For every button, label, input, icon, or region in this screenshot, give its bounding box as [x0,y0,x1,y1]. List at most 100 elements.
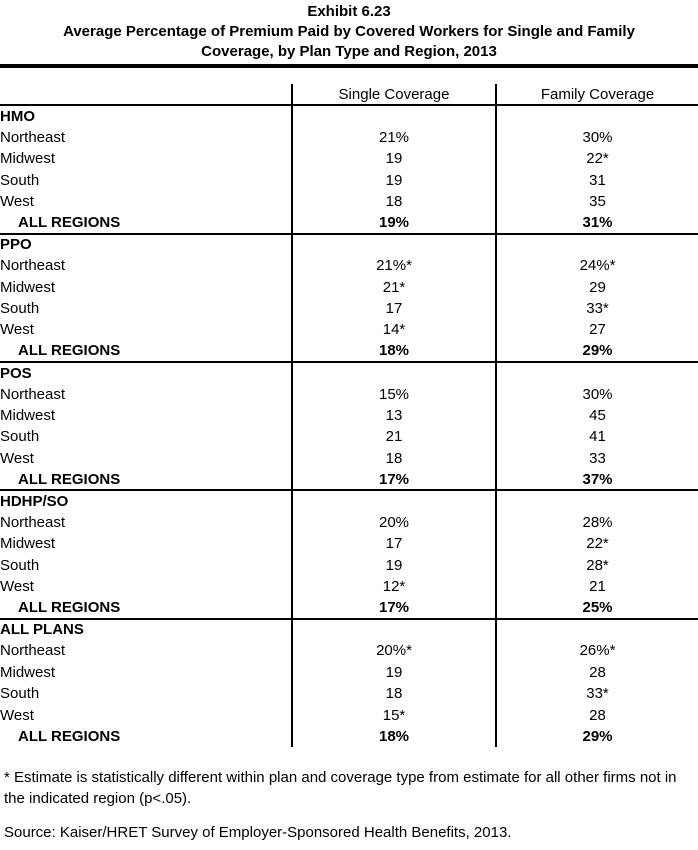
all-regions-label: ALL REGIONS [18,727,121,745]
empty-cell [291,617,496,641]
family-value: 29% [495,340,698,363]
empty-cell [495,361,698,384]
table-header-row: Single Coverage Family Coverage [0,84,698,107]
region-label: Midwest [0,407,56,425]
single-value: 17% [291,597,496,619]
exhibit-title-block: Exhibit 6.23 Average Percentage of Premi… [0,0,698,62]
single-value: 17 [291,533,496,555]
single-value: 15* [291,704,496,726]
region-label: Northeast [0,257,66,275]
plan-label: HDHP/SO [0,489,292,512]
table-row: West 18 35 [0,190,698,213]
family-value: 31% [495,212,698,234]
family-value: 28% [495,511,698,534]
single-value: 21 [291,426,496,448]
family-value: 28 [495,704,698,726]
family-value: 27 [495,319,698,341]
plan-header-row: HDHP/SO [0,489,698,512]
table-row: Midwest 17 22* [0,533,698,555]
family-value: 24%* [495,255,698,277]
table-row: Northeast 15% 30% [0,383,698,405]
region-label: West [0,706,34,724]
table-row: West 14* 27 [0,319,698,341]
region-label: Northeast [0,385,66,403]
single-value: 18 [291,190,496,213]
empty-cell [291,232,496,256]
table-row: Midwest 21* 29 [0,276,698,298]
empty-cell [291,105,496,127]
table-row: Midwest 19 28 [0,661,698,683]
family-value: 33* [495,297,698,320]
table-row: Northeast 20%* 26%* [0,640,698,662]
region-label: West [0,321,34,339]
table-row: Midwest 13 45 [0,404,698,427]
empty-cell [495,489,698,512]
region-label: Northeast [0,128,66,146]
empty-cell [291,489,496,512]
single-value: 20% [291,511,496,534]
family-value: 45 [495,404,698,427]
source-line: Source: Kaiser/HRET Survey of Employer-S… [4,824,512,842]
all-regions-label: ALL REGIONS [18,214,121,232]
plan-header-row: HMO [0,105,698,127]
column-header-family: Family Coverage [495,84,698,107]
family-value: 33* [495,682,698,705]
table-row: South 19 28* [0,554,698,576]
single-value: 21* [291,276,496,298]
single-value: 19 [291,554,496,576]
region-label: South [0,171,40,189]
all-regions-row: ALL REGIONS 18% 29% [0,725,698,748]
single-value: 21%* [291,255,496,277]
single-value: 12* [291,575,496,598]
family-value: 30% [495,383,698,405]
single-value: 13 [291,404,496,427]
family-value: 28* [495,554,698,576]
all-regions-label: ALL REGIONS [18,599,121,617]
single-value: 19% [291,212,496,234]
table-row: Midwest 19 22* [0,148,698,170]
all-regions-label: ALL REGIONS [18,470,121,488]
table-row: Northeast 21% 30% [0,126,698,149]
exhibit-title-line-1: Average Percentage of Premium Paid by Co… [63,23,635,40]
table-row: South 19 31 [0,169,698,191]
single-value: 18 [291,682,496,705]
plan-label: HMO [0,108,35,126]
empty-cell [495,105,698,127]
region-label: South [0,556,40,574]
single-value: 21% [291,126,496,149]
single-value: 14* [291,319,496,341]
region-label: West [0,578,34,596]
region-label: Midwest [0,535,56,553]
single-value: 20%* [291,640,496,662]
family-value: 21 [495,575,698,598]
table-row: West 18 33 [0,447,698,470]
plan-header-row: PPO [0,232,698,256]
single-value: 19 [291,169,496,191]
all-regions-row: ALL REGIONS 17% 25% [0,597,698,619]
region-label: West [0,193,34,211]
region-label: West [0,449,34,467]
all-regions-row: ALL REGIONS 17% 37% [0,469,698,491]
plan-label: PPO [0,232,292,256]
single-value: 18 [291,447,496,470]
family-value: 29% [495,725,698,748]
family-value: 37% [495,469,698,491]
table-row: West 15* 28 [0,704,698,726]
column-header-single: Single Coverage [291,84,496,107]
plan-header-row: POS [0,361,698,384]
region-label: Midwest [0,278,56,296]
table-row: West 12* 21 [0,575,698,598]
plan-label: POS [0,361,292,384]
single-value: 19 [291,148,496,170]
region-label: Northeast [0,514,66,531]
family-value: 25% [495,597,698,619]
table-row: South 21 41 [0,426,698,448]
family-value: 31 [495,169,698,191]
table-row: South 18 33* [0,682,698,705]
exhibit-title-line-2: Coverage, by Plan Type and Region, 2013 [201,43,497,60]
table-row: South 17 33* [0,297,698,320]
all-regions-label: ALL REGIONS [18,342,121,360]
family-value: 29 [495,276,698,298]
family-value: 35 [495,190,698,213]
region-label: Northeast [0,642,66,660]
